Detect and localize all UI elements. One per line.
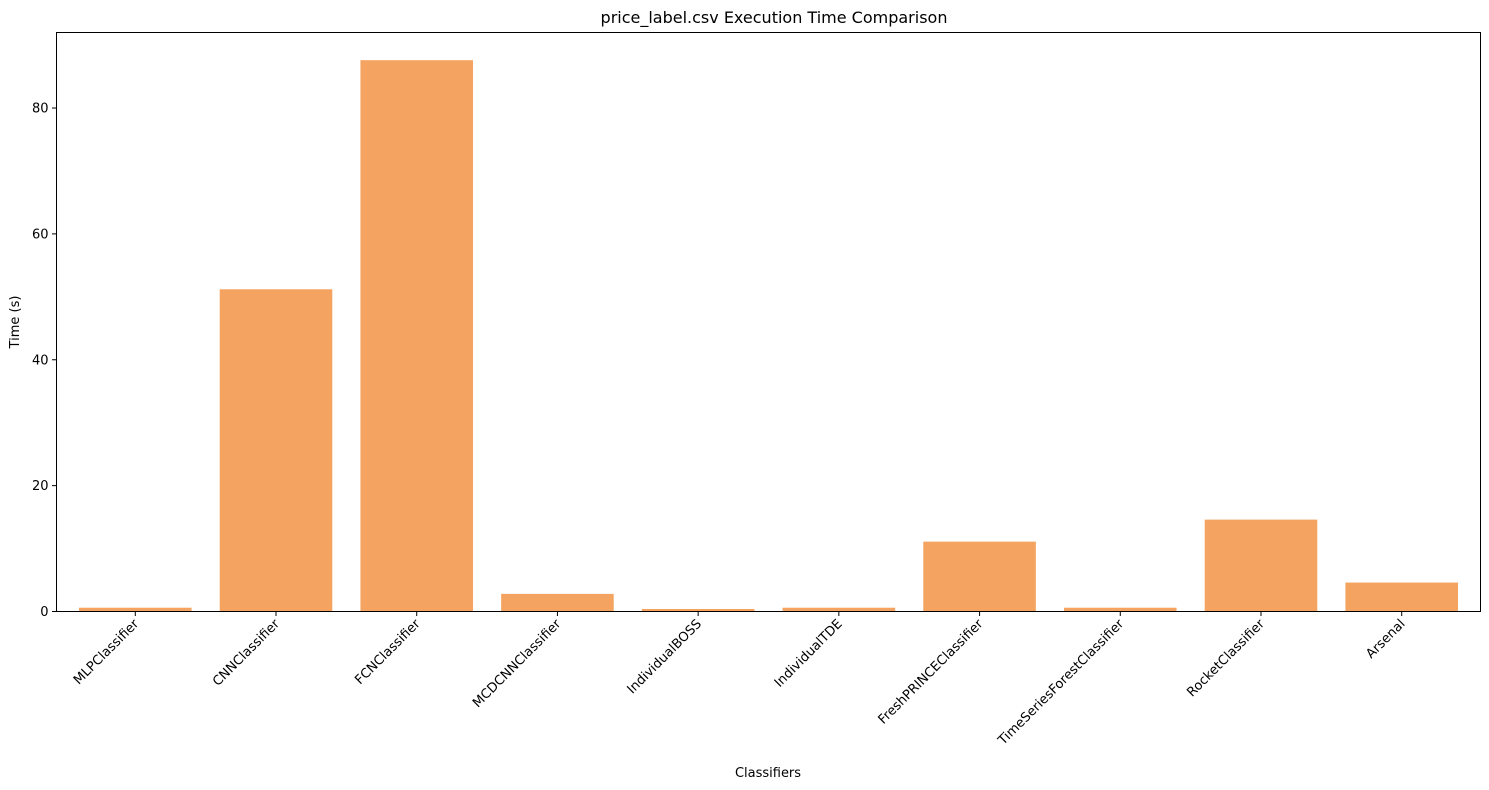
bar-freshprinceclassifier (923, 541, 1036, 612)
bars-group (79, 60, 1458, 612)
x-tick-label: FCNClassifier (352, 616, 424, 688)
bar-individualboss (641, 608, 755, 612)
bar-arsenal (1345, 582, 1458, 612)
x-axis-label: Classifiers (735, 766, 801, 781)
x-tick-label: TimeSeriesForestClassifier (995, 616, 1128, 749)
chart-title: price_label.csv Execution Time Compariso… (601, 8, 948, 28)
plot-frame (56, 32, 1481, 612)
x-tick-label: FreshPRINCEClassifier (876, 616, 987, 727)
y-tick-label: 60 (32, 227, 49, 242)
x-axis-ticks: MLPClassifier CNNClassifier FCNClassifier M… (71, 611, 1409, 749)
bar-rocketclassifier (1204, 519, 1318, 612)
x-tick-label: Arsenal (1363, 617, 1408, 662)
y-tick-label: 40 (32, 353, 49, 368)
y-tick-label: 0 (40, 605, 48, 620)
bar-individualtde (782, 607, 896, 612)
y-tick-label: 20 (32, 479, 49, 494)
x-tick-label: MCDCNNClassifier (470, 616, 565, 711)
bar-mlpclassifier (79, 607, 192, 612)
x-tick-label: IndividualBOSS (625, 617, 705, 697)
x-tick-label: MLPClassifier (71, 616, 143, 688)
y-tick-label: 80 (32, 102, 49, 117)
y-axis-label: Time (s) (8, 296, 23, 350)
x-tick-label: IndividualTDE (772, 617, 846, 691)
y-axis-ticks: 0 20 40 60 80 (32, 102, 57, 620)
bar-timeseriesforestclassifier (1063, 607, 1177, 612)
x-tick-label: RocketClassifier (1184, 616, 1268, 700)
bar-mcdcnnclassifier (501, 593, 614, 612)
x-tick-label: CNNClassifier (210, 616, 283, 689)
bar-cnnclassifier (219, 289, 333, 612)
bar-fcnclassifier (360, 60, 474, 612)
